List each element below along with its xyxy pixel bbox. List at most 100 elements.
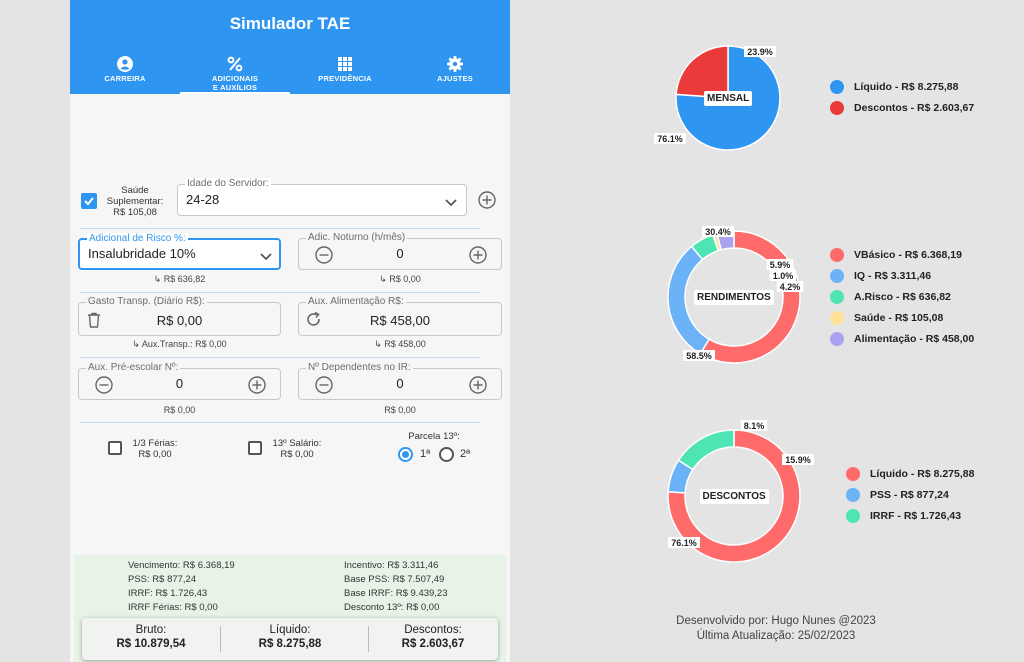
ferias-value: R$ 0,00 bbox=[138, 449, 172, 460]
chart-center-label: DESCONTOS bbox=[699, 488, 769, 504]
bruto-label: Bruto: bbox=[135, 624, 167, 636]
percent-label: 15.9% bbox=[785, 455, 811, 465]
grid-icon bbox=[338, 57, 352, 71]
legend-dot bbox=[830, 101, 844, 115]
totals-bar: Bruto: R$ 10.879,54 Líquido: R$ 8.275,88… bbox=[82, 618, 498, 660]
chart-descontos: 76.1% 8.1% 15.9% bbox=[667, 420, 814, 563]
app-title: Simulador TAE bbox=[229, 14, 351, 33]
legend-label: VBásico - R$ 6.368,19 bbox=[854, 249, 962, 261]
transp-input[interactable]: Gasto Transp. (Diário R$): R$ 0,00 bbox=[78, 296, 281, 336]
add-icon[interactable] bbox=[478, 191, 496, 209]
separator bbox=[220, 626, 221, 652]
chart-slice[interactable] bbox=[667, 429, 801, 563]
minus-icon[interactable] bbox=[315, 376, 333, 394]
parcela-2-label: 2ª bbox=[460, 448, 471, 460]
percent-label: 58.5% bbox=[686, 351, 712, 361]
alimentacao-value: R$ 458,00 bbox=[370, 313, 430, 328]
check-icon bbox=[84, 197, 94, 206]
percent-icon bbox=[227, 56, 243, 72]
desconto13-line: Desconto 13º: R$ 0,00 bbox=[344, 602, 440, 613]
divider bbox=[80, 292, 480, 293]
noturno-label: Adic. Noturno (h/mês) bbox=[306, 232, 408, 243]
descontos-value: R$ 2.603,67 bbox=[401, 638, 465, 650]
plus-icon[interactable] bbox=[469, 376, 487, 394]
legend-dot bbox=[830, 248, 844, 262]
ferias-label-text: 1/3 Férias: bbox=[132, 438, 178, 449]
total-descontos: Descontos: R$ 2.603,67 bbox=[369, 624, 497, 650]
idade-label: Idade do Servidor: bbox=[185, 178, 271, 189]
saude-checkbox[interactable] bbox=[81, 193, 97, 209]
divider bbox=[80, 357, 480, 358]
refresh-icon[interactable] bbox=[305, 311, 323, 329]
percent-label-bg bbox=[782, 454, 814, 465]
tab-label: CARREIRA bbox=[104, 74, 146, 83]
alimentacao-input[interactable]: Aux. Alimentação R$: R$ 458,00 bbox=[298, 296, 502, 336]
legend-dot bbox=[830, 332, 844, 346]
chart-slice[interactable] bbox=[677, 429, 735, 471]
legend-label: Saúde - R$ 105,08 bbox=[854, 312, 944, 324]
divider bbox=[80, 228, 480, 229]
gear-icon bbox=[447, 56, 463, 72]
vencimento-line: Vencimento: R$ 6.368,19 bbox=[128, 560, 235, 571]
risco-select[interactable]: Adicional de Risco %: Insalubridade 10% bbox=[78, 233, 281, 270]
person-icon bbox=[117, 56, 133, 72]
app-header: Simulador TAE CARREIRA ADICIONAIS E AUXÍ… bbox=[70, 0, 510, 94]
trash-icon[interactable] bbox=[85, 311, 103, 329]
legend-label: Alimentação - R$ 458,00 bbox=[854, 333, 975, 345]
percent-label: 1.0% bbox=[773, 271, 794, 281]
preescolar-stepper[interactable]: Aux. Pré-escolar Nº: 0 bbox=[78, 362, 281, 400]
tab-previdencia[interactable]: PREVIDÊNCIA bbox=[290, 52, 400, 94]
idade-select[interactable]: Idade do Servidor: 24-28 bbox=[177, 178, 467, 216]
legend-dot bbox=[846, 467, 860, 481]
legend-dot bbox=[846, 509, 860, 523]
percent-label: 30.4% bbox=[705, 227, 731, 237]
dependentes-value: 0 bbox=[396, 376, 404, 391]
percent-label-bg bbox=[740, 420, 768, 431]
legend-dot bbox=[830, 290, 844, 304]
percent-label-bg bbox=[766, 259, 794, 270]
percent-label: 76.1% bbox=[671, 538, 697, 548]
parcela-label: Parcela 13º: bbox=[408, 431, 460, 442]
parcela-2-radio[interactable] bbox=[439, 447, 454, 462]
dependentes-stepper[interactable]: Nº Dependentes no IR: 0 bbox=[298, 362, 502, 400]
legend-label: Líquido - R$ 8.275,88 bbox=[870, 468, 975, 480]
footer-updated: Última Atualização: 25/02/2023 bbox=[696, 630, 856, 642]
tab-ajustes[interactable]: AJUSTES bbox=[400, 52, 510, 94]
parcela-1-label: 1ª bbox=[420, 448, 431, 460]
chart-center-label: MENSAL bbox=[704, 90, 753, 106]
percent-label: 8.1% bbox=[744, 421, 765, 431]
ferias-checkbox[interactable] bbox=[108, 441, 122, 455]
percent-label: 76.1% bbox=[657, 134, 683, 144]
saude-label: Saúde Suplementar: R$ 105,08 bbox=[100, 185, 170, 218]
tab-carreira[interactable]: CARREIRA bbox=[70, 52, 180, 94]
percent-label-bg bbox=[776, 281, 804, 292]
minus-icon[interactable] bbox=[315, 246, 333, 264]
noturno-stepper[interactable]: Adic. Noturno (h/mês) 0 bbox=[298, 232, 502, 270]
decimo-label: 13º Salário: R$ 0,00 bbox=[265, 438, 329, 460]
plus-icon[interactable] bbox=[248, 376, 266, 394]
plus-icon[interactable] bbox=[469, 246, 487, 264]
percent-label-bg bbox=[769, 270, 797, 281]
decimo-label-text: 13º Salário: bbox=[272, 438, 322, 449]
simulator-app: Simulador TAE CARREIRA ADICIONAIS E AUXÍ… bbox=[70, 0, 510, 662]
liquido-value: R$ 8.275,88 bbox=[258, 638, 322, 650]
noturno-value: 0 bbox=[396, 246, 404, 261]
saude-value: R$ 105,08 bbox=[113, 207, 157, 218]
percent-label-bg bbox=[668, 537, 700, 548]
decimo-checkbox[interactable] bbox=[248, 441, 262, 455]
liquido-label: Líquido: bbox=[269, 624, 311, 636]
percent-label: 4.2% bbox=[780, 282, 801, 292]
base-pss-line: Base PSS: R$ 7.507,49 bbox=[344, 574, 445, 585]
percent-label: 5.9% bbox=[770, 260, 791, 270]
chart-slice[interactable] bbox=[675, 45, 729, 99]
decimo-value: R$ 0,00 bbox=[280, 449, 314, 460]
incentivo-line: Incentivo: R$ 3.311,46 bbox=[344, 560, 439, 571]
footer-credit: Desenvolvido por: Hugo Nunes @2023 bbox=[676, 615, 876, 627]
tab-adicionais[interactable]: ADICIONAIS E AUXÍLIOS bbox=[180, 52, 290, 94]
minus-icon[interactable] bbox=[95, 376, 113, 394]
percent-label-bg bbox=[654, 133, 686, 144]
parcela-1-radio[interactable] bbox=[398, 447, 413, 462]
separator bbox=[368, 626, 369, 652]
transp-sub-value: ↳ Aux.Transp.: R$ 0,00 bbox=[132, 339, 227, 349]
risco-value: Insalubridade 10% bbox=[88, 246, 196, 261]
